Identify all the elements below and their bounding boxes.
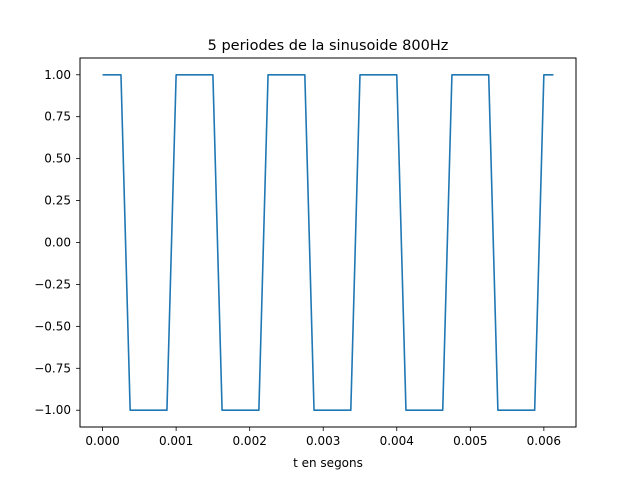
y-tick-label: 0.75 xyxy=(44,110,71,124)
y-tick-label: −0.25 xyxy=(34,277,71,291)
x-tick-label: 0.003 xyxy=(306,434,340,448)
chart-title: 5 periodes de la sinusoide 800Hz xyxy=(208,38,449,54)
x-tick-label: 0.004 xyxy=(380,434,414,448)
x-tick-label: 0.002 xyxy=(232,434,266,448)
y-tick-label: −0.50 xyxy=(34,319,71,333)
x-tick-label: 0.005 xyxy=(453,434,487,448)
series-line-0 xyxy=(102,73,554,412)
x-tick-label: 0.001 xyxy=(159,434,193,448)
x-axis-ticks: 0.000 0.001 0.002 0.003 0.004 0.005 0.006 xyxy=(85,427,561,448)
x-axis-label: t en segons xyxy=(293,456,363,470)
y-axis-ticks: −1.00 −0.75 −0.50 −0.25 0.00 0.25 0.50 0.75 1.00 xyxy=(34,68,80,417)
y-tick-label: −1.00 xyxy=(34,403,71,417)
y-tick-label: −0.75 xyxy=(34,361,71,375)
y-tick-label: 1.00 xyxy=(44,68,71,82)
plot-area-frame xyxy=(79,57,577,428)
y-tick-label: 0.25 xyxy=(44,194,71,208)
series-layer xyxy=(102,73,554,412)
x-tick-label: 0.006 xyxy=(527,434,561,448)
y-tick-label: 0.00 xyxy=(44,236,71,250)
y-tick-label: 0.50 xyxy=(44,152,71,166)
x-tick-label: 0.000 xyxy=(85,434,119,448)
